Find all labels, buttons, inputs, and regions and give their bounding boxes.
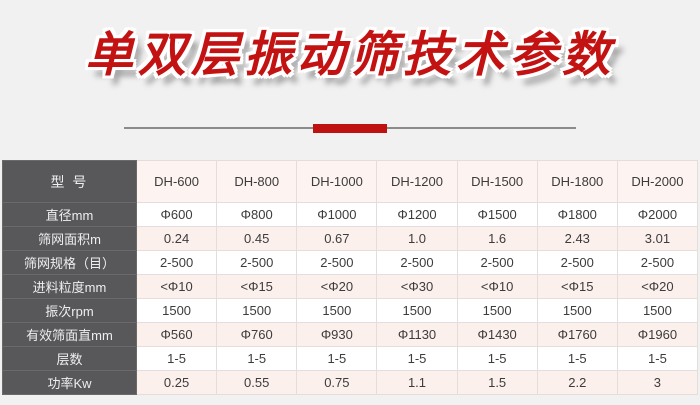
row-label: 筛网规格（目） [2,250,137,275]
value-cell: 1500 [616,298,699,323]
value-cell: <Φ10 [456,274,538,299]
value-cell: Φ930 [296,322,378,347]
row-label: 筛网面积m [2,226,137,251]
value-cell: Φ800 [216,202,298,227]
value-cell: <Φ10 [135,274,218,299]
value-cell: 1500 [296,298,378,323]
value-cell: 1500 [536,298,618,323]
value-cell: 1-5 [296,346,378,371]
model-header: DH-800 [216,160,298,203]
corner-header-model: 型 号 [2,160,137,203]
value-cell: 1.1 [376,370,458,395]
model-header: DH-1500 [456,160,538,203]
table-row: 振次rpm 1500 1500 1500 1500 1500 1500 1500 [2,298,699,323]
value-cell: Φ1130 [376,322,458,347]
value-cell: 1500 [135,298,218,323]
value-cell: 2-500 [616,250,699,275]
table-body: 直径mm Φ600 Φ800 Φ1000 Φ1200 Φ1500 Φ1800 Φ2000 筛网面… [2,202,699,395]
model-header: DH-1800 [536,160,618,203]
value-cell: <Φ30 [376,274,458,299]
title-area: 单双层振动筛技术参数 [0,0,700,110]
table-row: 层数 1-5 1-5 1-5 1-5 1-5 1-5 1-5 [2,346,699,371]
table-row: 筛网规格（目） 2-500 2-500 2-500 2-500 2-500 2-500 2-5… [2,250,699,275]
table-row: 直径mm Φ600 Φ800 Φ1000 Φ1200 Φ1500 Φ1800 Φ2000 [2,202,699,227]
table-row: 功率Kw 0.25 0.55 0.75 1.1 1.5 2.2 3 [2,370,699,395]
value-cell: 1-5 [456,346,538,371]
value-cell: 1-5 [216,346,298,371]
value-cell: <Φ20 [616,274,699,299]
value-cell: 2-500 [296,250,378,275]
value-cell: 0.67 [296,226,378,251]
table-row: 筛网面积m 0.24 0.45 0.67 1.0 1.6 2.43 3.01 [2,226,699,251]
value-cell: 2-500 [536,250,618,275]
row-label: 振次rpm [2,298,137,323]
divider-accent [313,124,387,133]
value-cell: 2.43 [536,226,618,251]
value-cell: Φ1800 [536,202,618,227]
value-cell: Φ1200 [376,202,458,227]
spec-table: 型 号 DH-600 DH-800 DH-1000 DH-1200 DH-1500 DH-… [2,160,699,395]
model-header: DH-2000 [616,160,699,203]
model-header: DH-1000 [296,160,378,203]
value-cell: Φ2000 [616,202,699,227]
row-label: 层数 [2,346,137,371]
value-cell: 1-5 [536,346,618,371]
value-cell: 2.2 [536,370,618,395]
value-cell: 3 [616,370,699,395]
value-cell: 0.45 [216,226,298,251]
value-cell: Φ1430 [456,322,538,347]
value-cell: 1.0 [376,226,458,251]
value-cell: 1500 [216,298,298,323]
value-cell: 2-500 [216,250,298,275]
value-cell: 1500 [456,298,538,323]
value-cell: Φ1500 [456,202,538,227]
value-cell: 2-500 [135,250,218,275]
value-cell: 0.75 [296,370,378,395]
value-cell: 1.6 [456,226,538,251]
value-cell: 1.5 [456,370,538,395]
table-row: 有效筛面直mm Φ560 Φ760 Φ930 Φ1130 Φ1430 Φ1760 Φ1960 [2,322,699,347]
row-label: 进料粒度mm [2,274,137,299]
value-cell: Φ1960 [616,322,699,347]
value-cell: Φ1760 [536,322,618,347]
value-cell: 1-5 [376,346,458,371]
value-cell: Φ760 [216,322,298,347]
value-cell: 3.01 [616,226,699,251]
table-header-row: 型 号 DH-600 DH-800 DH-1000 DH-1200 DH-1500 DH-… [2,160,699,203]
row-label: 功率Kw [2,370,137,395]
page-title: 单双层振动筛技术参数 [84,29,615,82]
table-row: 进料粒度mm <Φ10 <Φ15 <Φ20 <Φ30 <Φ10 <Φ15 <Φ20 [2,274,699,299]
row-label: 有效筛面直mm [2,322,137,347]
value-cell: 2-500 [456,250,538,275]
model-header: DH-1200 [376,160,458,203]
value-cell: 0.24 [135,226,218,251]
value-cell: <Φ20 [296,274,378,299]
value-cell: 2-500 [376,250,458,275]
row-label: 直径mm [2,202,137,227]
model-header: DH-600 [135,160,218,203]
value-cell: Φ560 [135,322,218,347]
value-cell: 0.55 [216,370,298,395]
value-cell: Φ1000 [296,202,378,227]
value-cell: <Φ15 [536,274,618,299]
title-divider [124,124,576,133]
value-cell: 1500 [376,298,458,323]
value-cell: 1-5 [135,346,218,371]
value-cell: 0.25 [135,370,218,395]
value-cell: Φ600 [135,202,218,227]
value-cell: <Φ15 [216,274,298,299]
value-cell: 1-5 [616,346,699,371]
